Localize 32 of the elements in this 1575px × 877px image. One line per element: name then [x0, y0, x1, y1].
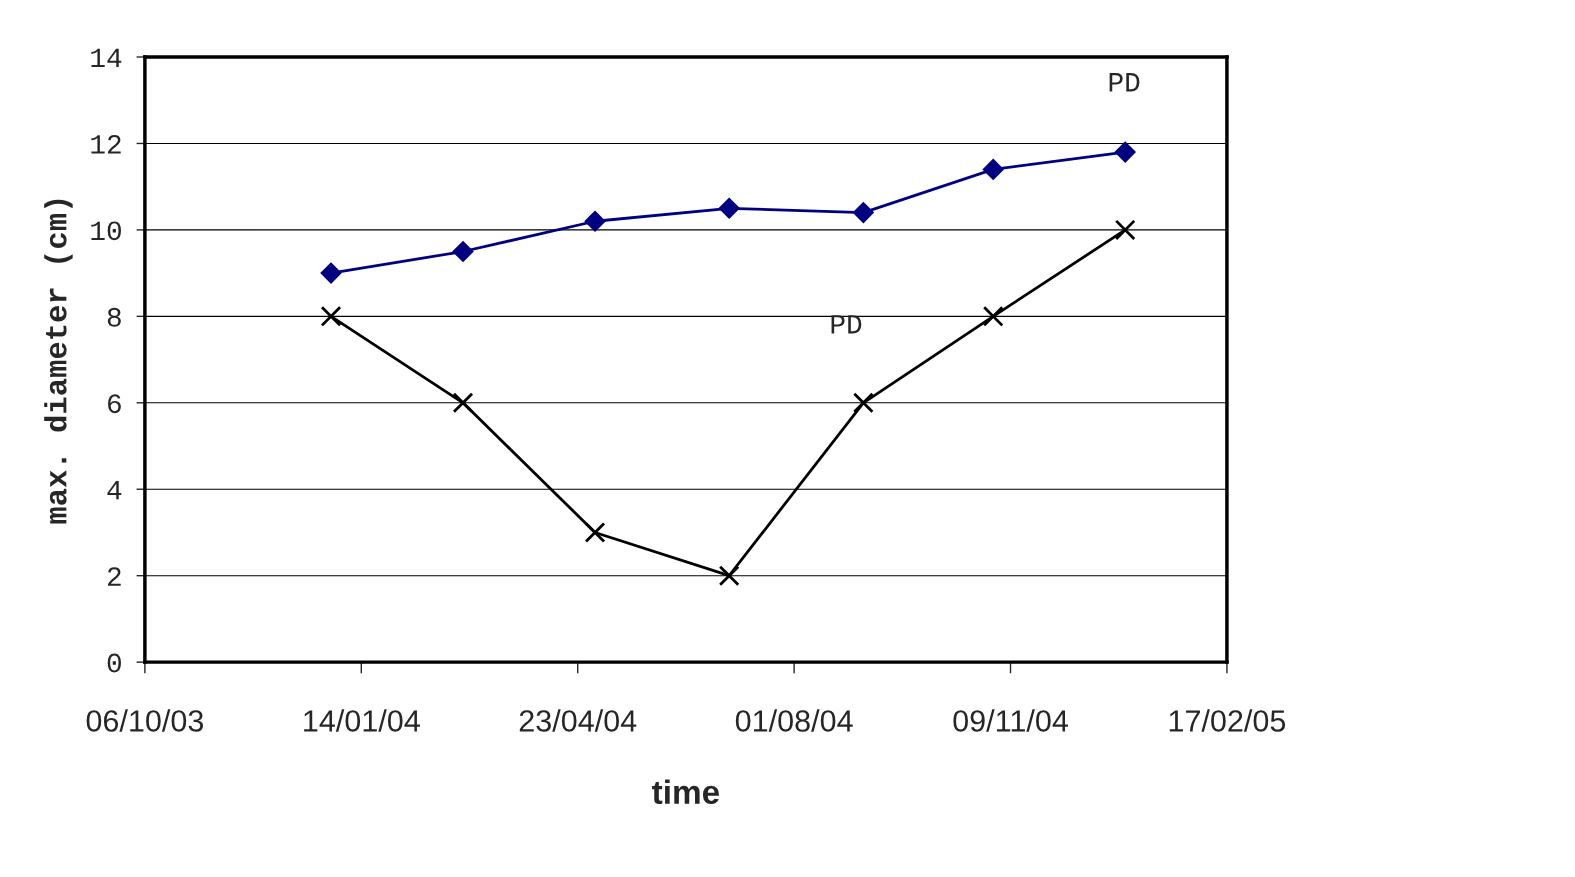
point	[584, 522, 606, 543]
y-tick-label: 10	[91, 221, 121, 241]
point	[320, 305, 342, 327]
point	[452, 392, 474, 414]
y-tick-label: 0	[107, 653, 121, 673]
point	[584, 210, 606, 232]
point	[982, 158, 1004, 180]
x-tick-label: 01/08/04	[735, 709, 853, 732]
annotation: PD	[831, 315, 862, 334]
x-tick-label: 17/02/05	[1169, 709, 1286, 732]
y-tick-label: 14	[91, 48, 122, 68]
point	[1114, 219, 1136, 241]
y-tick-label: 2	[107, 567, 121, 586]
point	[718, 197, 740, 219]
y-tick-label: 12	[91, 134, 121, 154]
point	[320, 262, 342, 284]
x-tick-label: 09/11/04	[953, 709, 1068, 732]
y-tick-label: 4	[107, 481, 122, 500]
point	[1114, 141, 1136, 163]
x-axis-title: time	[652, 779, 720, 804]
point	[852, 392, 874, 414]
y-tick-label: 8	[107, 307, 121, 327]
y-axis-title: max. diameter (cm)	[44, 199, 73, 524]
point	[852, 202, 874, 224]
x-tick-label: 14/01/04	[304, 709, 420, 732]
point	[718, 565, 740, 587]
annotation: PD	[1109, 73, 1140, 92]
x-tick-label: 06/10/03	[86, 709, 204, 732]
point	[982, 305, 1004, 327]
point	[452, 240, 474, 263]
x-tick-label: 23/04/04	[519, 709, 637, 732]
y-tick-label: 6	[108, 394, 121, 414]
